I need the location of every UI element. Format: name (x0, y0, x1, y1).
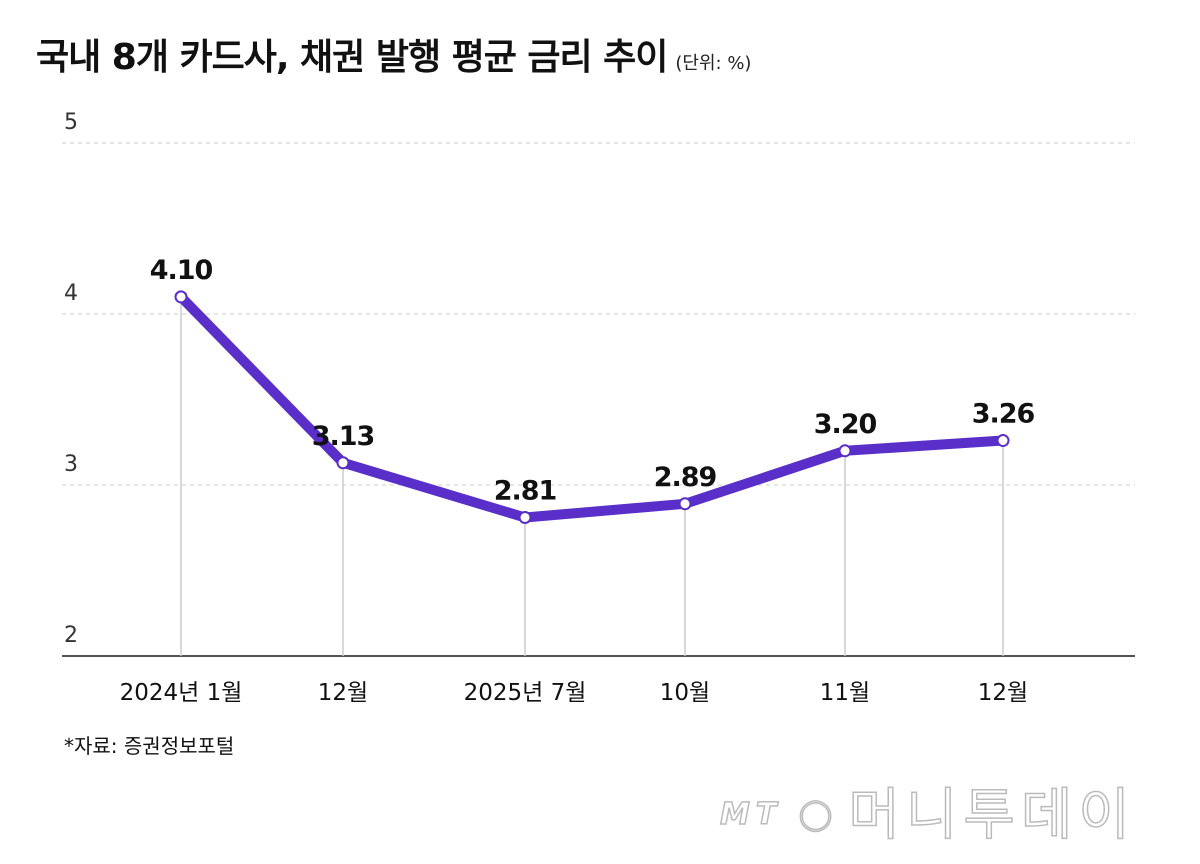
data-point (678, 497, 692, 511)
logo: MT ◯ 머니투데이 (719, 782, 1136, 849)
unit-label: (단위: %) (675, 53, 752, 74)
data-point (174, 290, 188, 304)
data-label: 3.13 (312, 421, 375, 452)
data-point (996, 434, 1010, 448)
data-point (518, 510, 532, 524)
data-label: 4.10 (150, 255, 213, 286)
x-tick-label: 2025년 7월 (464, 680, 587, 706)
series-line (176, 291, 1008, 523)
y-tick-label: 4 (64, 281, 78, 306)
x-tick-label: 12월 (978, 680, 1028, 706)
chart-title: 국내 8개 카드사, 채권 발행 평균 금리 추이 (단위: %) (36, 28, 751, 80)
y-tick-label: 3 (64, 452, 78, 477)
y-tick-label: 2 (64, 623, 78, 648)
x-tick-label: 11월 (820, 680, 870, 706)
data-point (838, 444, 852, 458)
data-label: 3.20 (814, 409, 877, 440)
title-text: 국내 8개 카드사, 채권 발행 평균 금리 추이 (36, 37, 668, 78)
data-label: 3.26 (972, 399, 1035, 430)
data-point (336, 456, 350, 470)
data-label: 2.81 (494, 475, 557, 506)
x-tick-label: 2024년 1월 (120, 680, 243, 706)
x-tick-label: 12월 (318, 680, 368, 706)
data-label: 2.89 (654, 462, 717, 493)
y-tick-label: 5 (64, 110, 78, 135)
x-tick-label: 10월 (660, 680, 710, 706)
source-note: *자료: 증권정보포털 (64, 734, 235, 758)
